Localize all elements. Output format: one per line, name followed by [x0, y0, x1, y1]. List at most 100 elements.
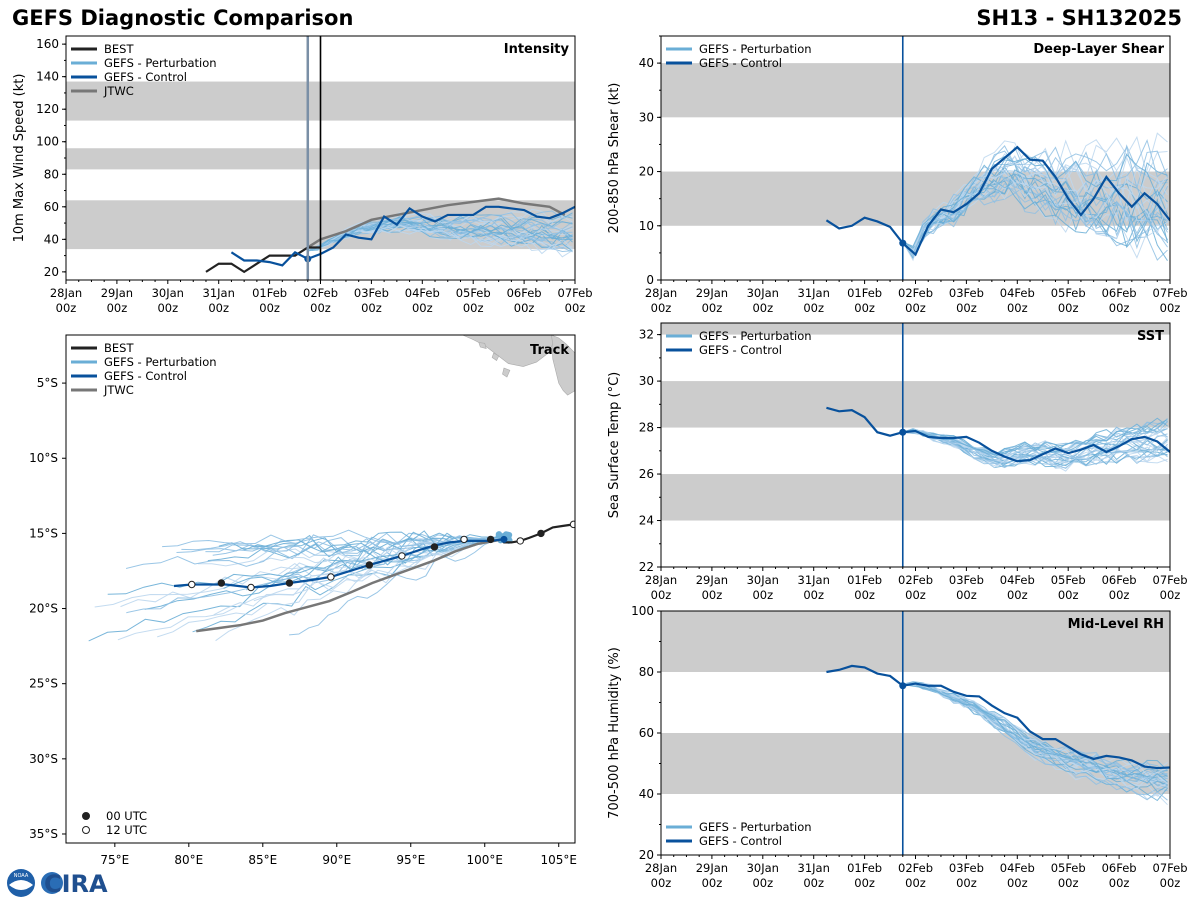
legend-label: GEFS - Control [699, 834, 782, 848]
plot-area [661, 36, 1170, 280]
legend-label: GEFS - Control [104, 369, 187, 383]
legend-label: GEFS - Perturbation [104, 355, 217, 369]
control-time-marker [285, 579, 294, 587]
x-tick-label-hour: 00z [1160, 588, 1181, 602]
panel-rh: 2040608010028Jan00z29Jan00z30Jan00z31Jan… [607, 604, 1188, 890]
y-tick-label: 60 [639, 726, 654, 740]
cira-logo-text: CIRA [44, 870, 108, 898]
cira-logo: NOAA CIRA [7, 869, 108, 898]
init-position-marker [500, 535, 508, 543]
x-tick-label-hour: 00z [1058, 301, 1079, 315]
x-tick-label-date: 29Jan [696, 573, 728, 587]
lon-tick-label: 95°E [396, 853, 425, 867]
map-frame [65, 334, 576, 844]
x-tick-label-hour: 00z [1160, 876, 1181, 890]
legend-label: GEFS - Control [699, 343, 782, 357]
threshold-band [661, 63, 1170, 118]
x-tick-label-hour: 00z [956, 588, 977, 602]
legend-label: GEFS - Perturbation [104, 56, 217, 70]
x-tick-label-date: 30Jan [747, 286, 779, 300]
perturbation-track [197, 537, 505, 567]
y-tick-label: 0 [646, 273, 654, 287]
globe-icon [41, 872, 63, 894]
x-tick-label-date: 04Feb [1000, 573, 1035, 587]
x-tick-label-hour: 00z [905, 588, 926, 602]
y-tick-label: 20 [639, 165, 654, 179]
y-tick-label: 30 [639, 374, 654, 388]
x-tick-label-hour: 00z [1007, 588, 1028, 602]
map-area [88, 335, 575, 642]
lon-tick-label: 105°E [540, 853, 577, 867]
x-tick-label-date: 31Jan [798, 861, 830, 875]
storm-id: SH13 - SH132025 [976, 6, 1182, 30]
land-islet-1 [478, 342, 487, 349]
y-tick-label: 10 [639, 219, 654, 233]
best-time-marker [516, 537, 524, 545]
plot-area [66, 36, 575, 280]
x-tick-label-hour: 00z [956, 876, 977, 890]
perturbation-line [902, 176, 1168, 257]
x-tick-label-date: 01Feb [847, 573, 882, 587]
best-line [205, 246, 321, 274]
perturbation-line [902, 169, 1168, 249]
y-tick-label: 28 [639, 421, 654, 435]
control-time-marker [398, 552, 406, 560]
lat-tick-label: 5°S [37, 376, 58, 390]
lat-tick-label: 10°S [29, 451, 58, 465]
x-tick-label-date: 28Jan [645, 861, 677, 875]
best-time-marker [569, 520, 575, 529]
x-tick-label-date: 28Jan [645, 286, 677, 300]
legend-label: GEFS - Perturbation [699, 42, 812, 56]
x-tick-label-hour: 00z [803, 301, 824, 315]
land-malay-coast [462, 335, 554, 367]
x-tick-label-date: 06Feb [1102, 573, 1137, 587]
y-tick-label: 32 [639, 328, 654, 342]
panel-title: SST [1137, 329, 1164, 344]
control-time-marker [365, 561, 374, 569]
perturbation-line [902, 683, 1168, 801]
x-tick-label-date: 29Jan [696, 286, 728, 300]
lon-tick-label: 85°E [248, 853, 277, 867]
legend-label: JTWC [103, 84, 134, 98]
y-axis-label: 700-500 hPa Humidity (%) [607, 647, 622, 819]
panel-sst: 22242628303228Jan00z29Jan00z30Jan00z31Ja… [607, 322, 1188, 602]
x-tick-label-hour: 00z [905, 876, 926, 890]
y-tick-label: 26 [639, 467, 654, 481]
jtwc-track [196, 538, 503, 633]
x-tick-label-date: 01Feb [847, 286, 882, 300]
control-time-marker [188, 580, 196, 589]
y-axis-label: Sea Surface Temp (°C) [607, 372, 622, 519]
y-tick-label: 40 [44, 232, 59, 246]
y-axis-label: 10m Max Wind Speed (kt) [12, 74, 27, 243]
y-tick-label: 80 [44, 167, 59, 181]
x-tick-label-hour: 00z [514, 301, 535, 315]
x-tick-label-date: 02Feb [303, 286, 338, 300]
x-tick-label-hour: 00z [1109, 301, 1130, 315]
perturbation-track [157, 537, 505, 638]
x-tick-label-hour: 00z [803, 588, 824, 602]
x-tick-label-date: 04Feb [1000, 861, 1035, 875]
x-tick-label-hour: 00z [412, 301, 433, 315]
x-tick-label-date: 07Feb [1153, 573, 1188, 587]
control-time-marker [460, 535, 468, 544]
control-time-marker [247, 583, 255, 592]
legend-00utc-label: 00 UTC [106, 809, 147, 823]
panel-title: Mid-Level RH [1068, 617, 1164, 632]
y-tick-label: 80 [639, 665, 654, 679]
y-tick-label: 20 [639, 848, 654, 862]
x-tick-label-hour: 00z [361, 301, 382, 315]
x-tick-label-date: 02Feb [898, 286, 933, 300]
x-tick-label-date: 04Feb [405, 286, 440, 300]
y-tick-label: 60 [44, 200, 59, 214]
x-tick-label-date: 29Jan [696, 861, 728, 875]
noaa-bird-icon [9, 880, 33, 890]
perturbation-line [902, 166, 1168, 254]
x-tick-label-date: 05Feb [1051, 861, 1086, 875]
x-tick-label-hour: 00z [702, 588, 723, 602]
best-track [501, 523, 574, 544]
lon-tick-label: 80°E [174, 853, 203, 867]
control-line [826, 406, 1170, 463]
y-tick-label: 24 [639, 514, 654, 528]
control-time-marker [327, 573, 335, 581]
